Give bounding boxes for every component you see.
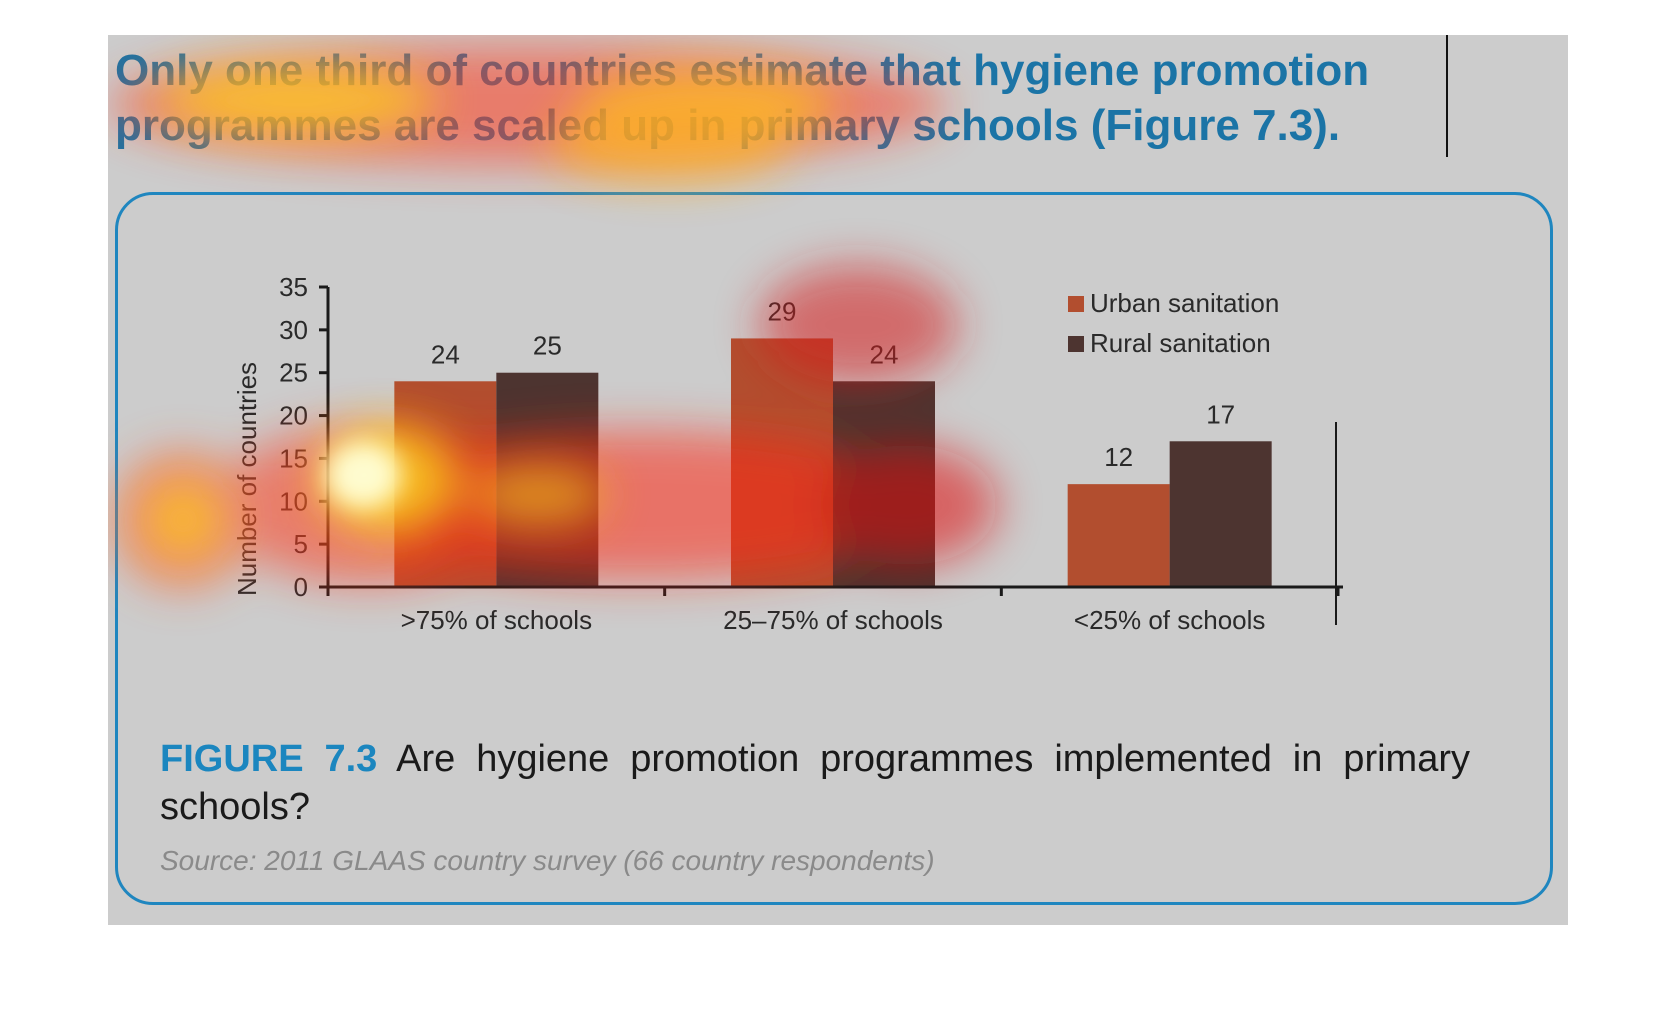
legend-label: Urban sanitation [1090,288,1279,318]
x-tick-label: 25–75% of schools [723,605,943,635]
y-tick-label: 15 [279,443,308,473]
y-tick-label: 5 [294,529,308,559]
y-tick-label: 20 [279,401,308,431]
y-tick-label: 0 [294,572,308,602]
bar-rural-1 [833,381,935,587]
headline: Only one third of countries estimate tha… [115,46,1370,150]
bar-chart: 24 29 12 25 24 17 0 5 10 15 20 25 30 35 >75% of school… [232,272,1343,635]
y-tick-label: 25 [279,358,308,388]
data-label: 24 [870,339,899,369]
legend-swatch [1068,296,1084,312]
legend-label: Rural sanitation [1090,328,1271,358]
legend-swatch [1068,336,1084,352]
x-tick-label: >75% of schools [401,605,593,635]
x-tick-label: <25% of schools [1074,605,1266,635]
data-label: 25 [533,331,562,361]
slide-panel: Only one third of countries estimate tha… [108,35,1568,925]
bar-urban-0 [394,381,497,587]
bar-rural-2 [1169,441,1272,587]
data-label: 17 [1206,399,1235,429]
bar-urban-1 [731,338,833,587]
figure-panel: 24 29 12 25 24 17 0 5 10 15 20 25 30 35 >75% of school… [115,192,1553,905]
bar-rural-0 [496,372,599,587]
figure-caption: FIGURE 7.3 Are hygiene promotion program… [160,735,1470,831]
figure-caption-label: FIGURE 7.3 [160,738,378,780]
data-label: 24 [431,339,460,369]
data-label: 12 [1104,442,1133,472]
y-tick-label: 30 [279,315,308,345]
data-label: 29 [768,296,797,326]
bar-urban-2 [1067,484,1170,587]
figure-caption-text: Are hygiene promotion programmes impleme… [160,738,1470,828]
y-axis-title: Number of countries [232,362,262,596]
headline-divider [1446,35,1448,157]
y-tick-label: 10 [279,486,308,516]
y-tick-label: 35 [279,272,308,302]
figure-source: Source: 2011 GLAAS country survey (66 co… [160,845,935,876]
